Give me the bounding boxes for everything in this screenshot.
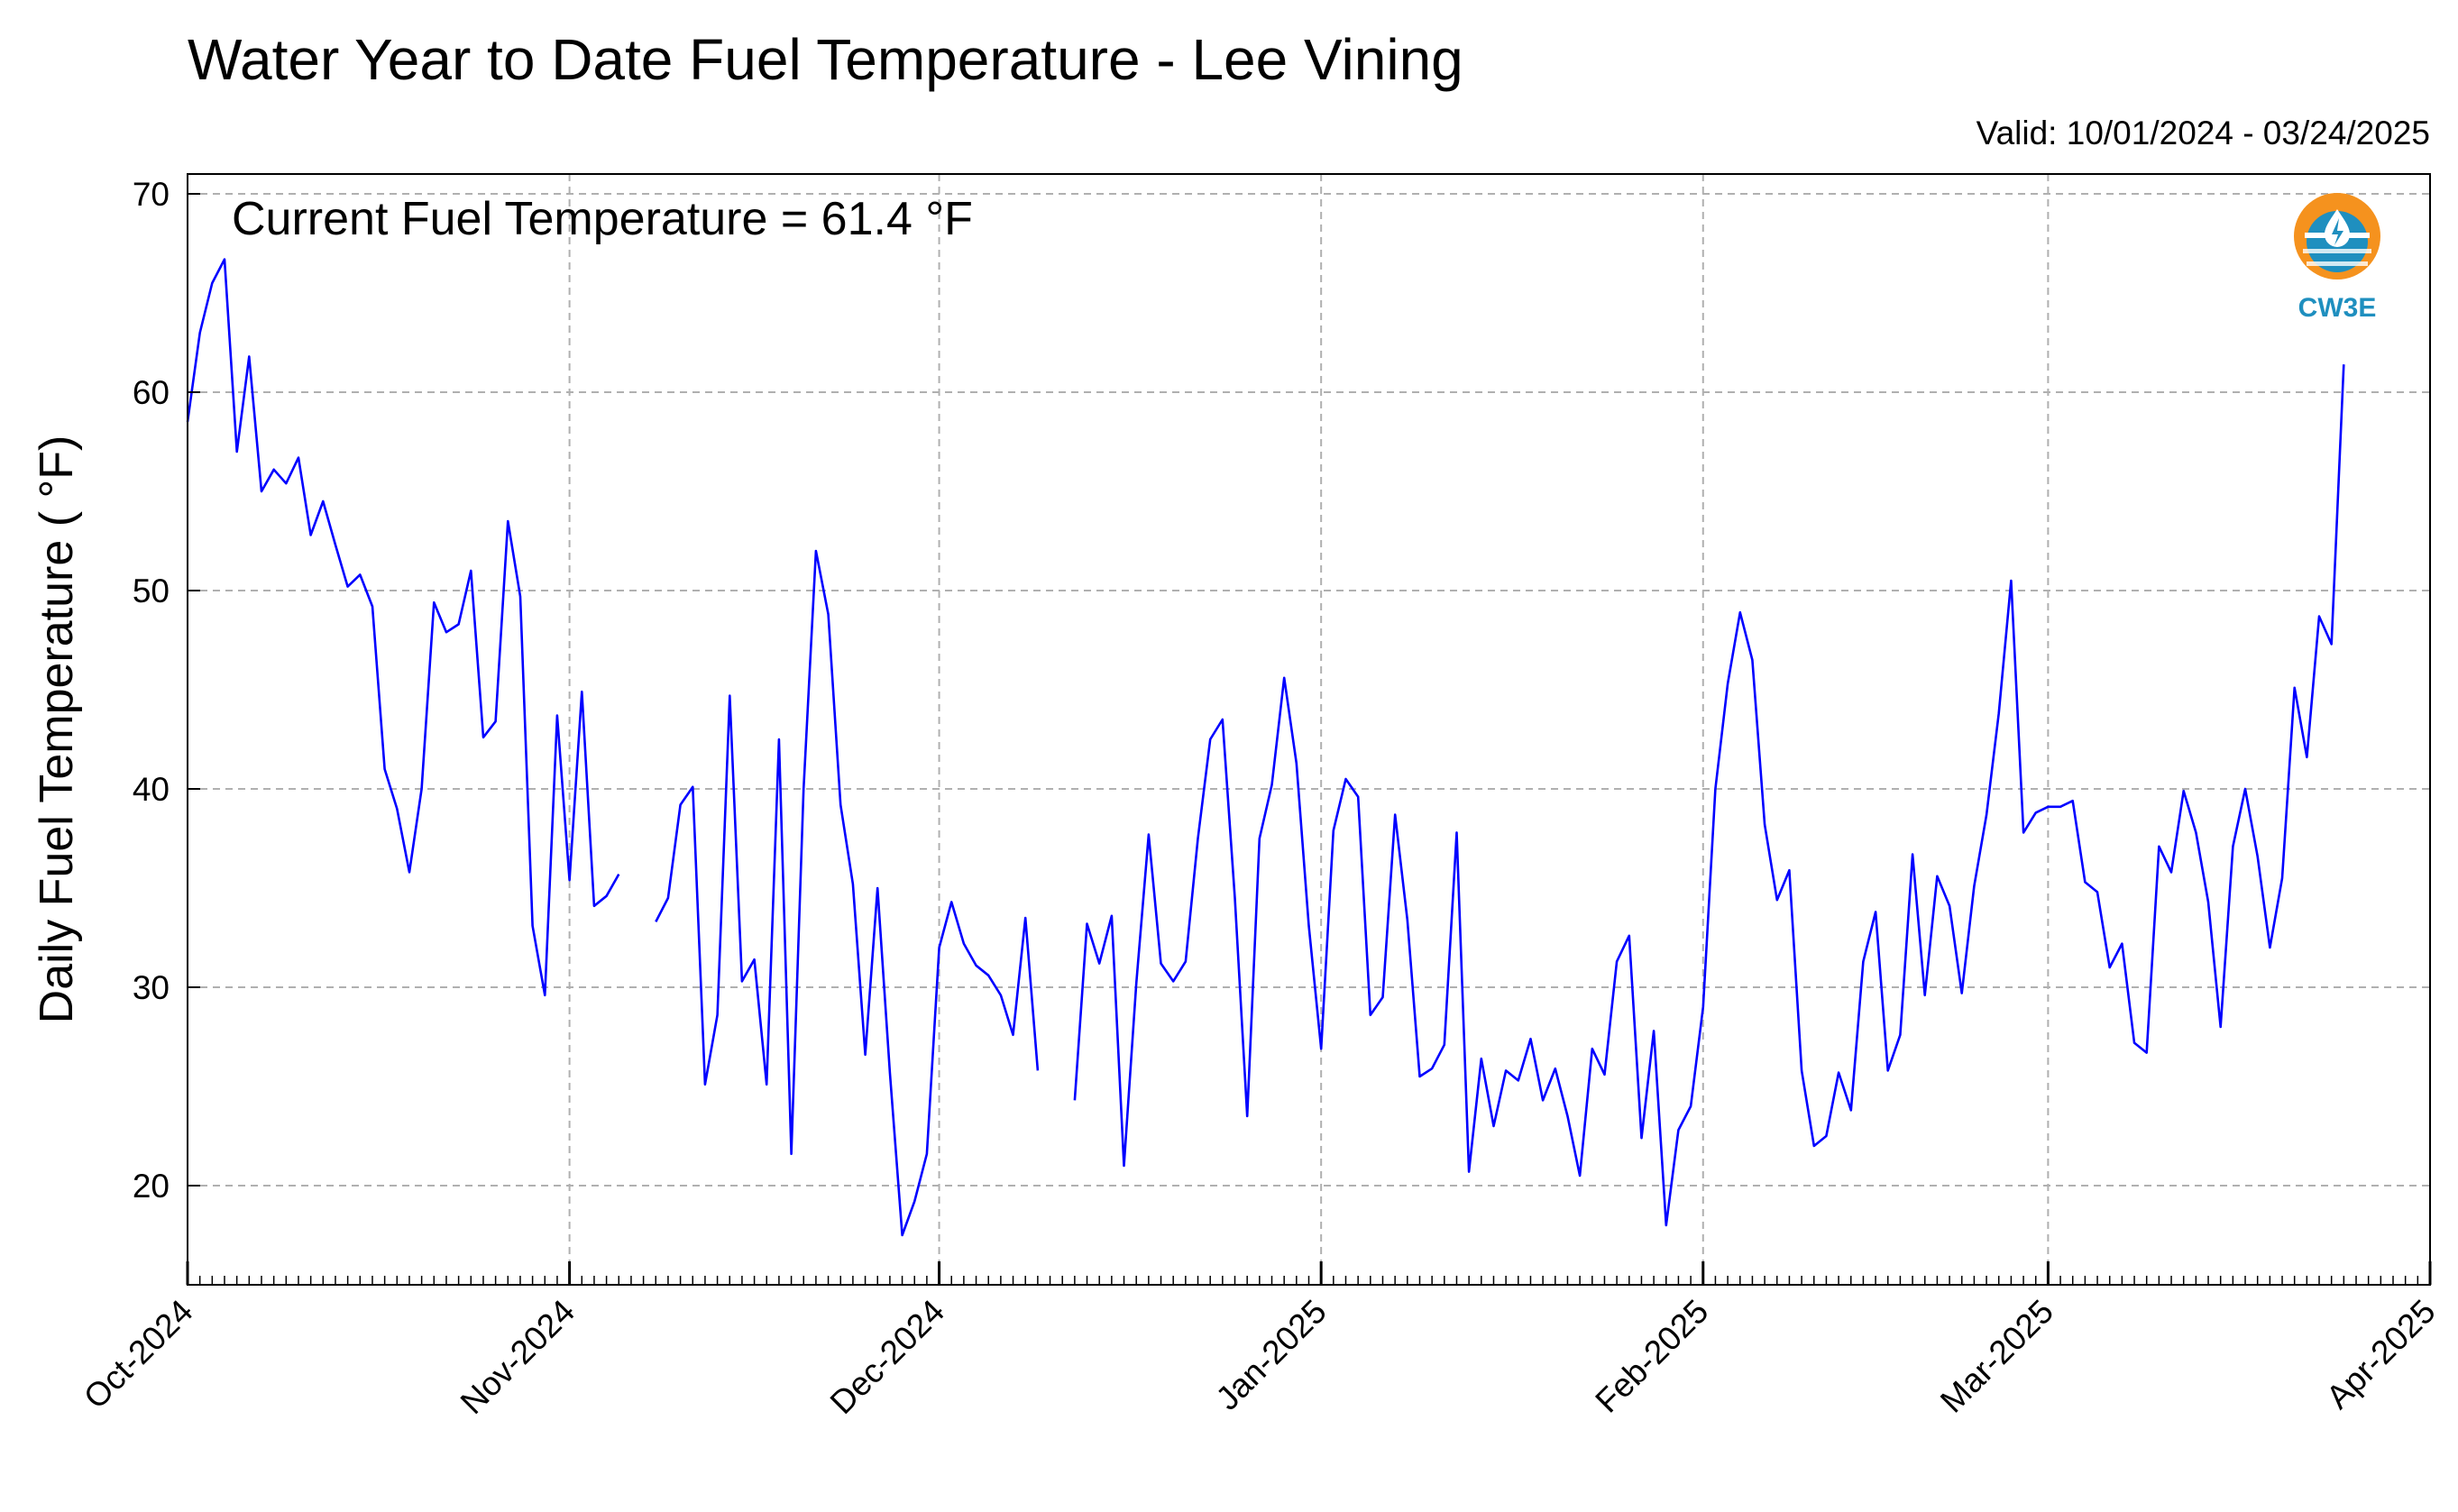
- valid-date-range: Valid: 10/01/2024 - 03/24/2025: [1976, 115, 2430, 151]
- series-lines: [186, 258, 2345, 1237]
- chart-title: Water Year to Date Fuel Temperature - Le…: [188, 27, 1463, 92]
- y-tick-label: 70: [133, 176, 170, 213]
- x-tick-label: Nov-2024: [454, 1293, 582, 1421]
- x-tick-label: Dec-2024: [823, 1293, 951, 1421]
- fuel-temperature-line: [655, 549, 1040, 1237]
- y-tick-label: 40: [133, 771, 170, 808]
- cw3e-logo-icon: [2294, 193, 2380, 279]
- y-axis: 20 30 40 50 60 70: [133, 176, 200, 1205]
- x-tick-label: Jan-2025: [1209, 1293, 1334, 1417]
- x-tick-label: Mar-2025: [1933, 1293, 2060, 1420]
- x-tick-label: Apr-2025: [2319, 1293, 2443, 1416]
- fuel-temperature-line: [186, 258, 620, 997]
- y-tick-label: 60: [133, 374, 170, 411]
- grid-lines: [188, 174, 2430, 1285]
- x-tick-label: Feb-2025: [1588, 1293, 1715, 1420]
- cw3e-logo: CW3E: [2294, 193, 2380, 323]
- y-tick-label: 50: [133, 573, 170, 609]
- x-tick-label: Oct-2024: [77, 1293, 200, 1416]
- y-axis-label: Daily Fuel Temperature ( °F): [31, 435, 83, 1024]
- fuel-temperature-line: [1073, 364, 2345, 1227]
- y-tick-label: 20: [133, 1168, 170, 1205]
- y-tick-label: 30: [133, 969, 170, 1006]
- cw3e-logo-text: CW3E: [2298, 293, 2377, 323]
- plot-frame: [187, 173, 2431, 1286]
- current-fuel-temperature-annotation: Current Fuel Temperature = 61.4 °F: [232, 193, 973, 245]
